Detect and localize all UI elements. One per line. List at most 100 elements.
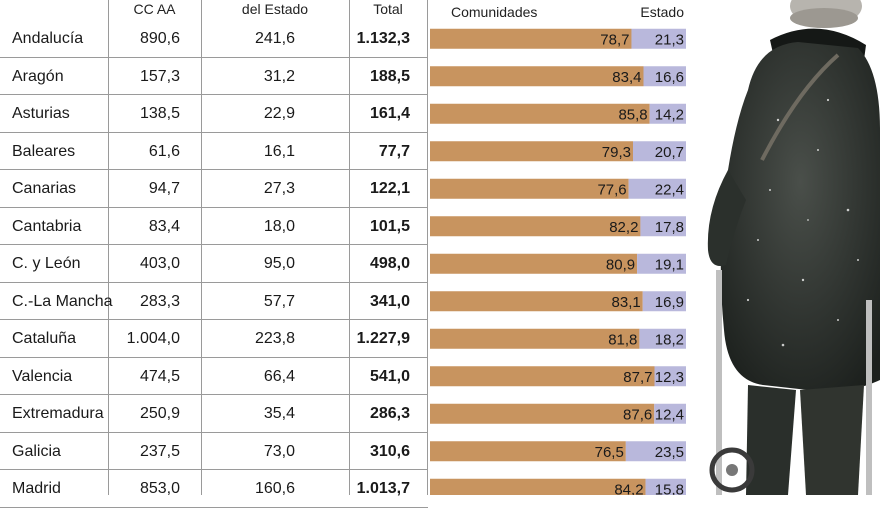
total-value: 1.013,7 <box>356 480 410 497</box>
bar-estado <box>639 328 686 349</box>
ccaa-value: 853,0 <box>139 480 180 497</box>
ccaa-value: 157,3 <box>139 67 180 85</box>
total-value: 1.227,9 <box>356 330 410 347</box>
bar-estado <box>628 178 686 199</box>
ccaa-value: 283,3 <box>139 292 180 310</box>
total-value: 188,5 <box>369 67 410 85</box>
bar-comunidades <box>430 291 643 312</box>
region-name: Andalucía <box>12 30 84 47</box>
ccaa-value: 83,4 <box>148 217 180 235</box>
label-comunidades: 77,6 <box>597 181 626 198</box>
region-name: Galicia <box>12 442 61 460</box>
label-estado: 20,7 <box>655 144 684 161</box>
row-separator <box>0 506 428 508</box>
table-row: Valencia 474,5 66,4 541,0 <box>0 358 428 395</box>
estado-value: 95,0 <box>263 255 295 272</box>
estado-value: 241,6 <box>254 30 295 47</box>
label-comunidades: 84,2 <box>614 481 643 495</box>
estado-value: 66,4 <box>263 367 295 385</box>
stacked-bar-chart: Comunidades Estado 78,7 21,3 83,4 16,6 85,8 1… <box>428 0 688 495</box>
estado-value: 27,3 <box>263 180 295 197</box>
table-row: C.-La Mancha 283,3 57,7 341,0 <box>0 283 428 320</box>
row-separator <box>0 94 428 95</box>
label-estado: 22,4 <box>655 181 684 198</box>
bar-comunidades <box>430 403 655 424</box>
table-row: Aragón 157,3 31,2 188,5 <box>0 58 428 95</box>
estado-value: 35,4 <box>263 405 295 422</box>
row-separator <box>0 356 428 358</box>
table-row: Canarias 94,7 27,3 122,1 <box>0 170 428 208</box>
bar-estado <box>625 441 686 462</box>
header-total: Total <box>373 1 403 17</box>
bar-comunidades <box>430 216 641 237</box>
ccaa-value: 250,9 <box>139 405 180 422</box>
row-separator <box>0 206 428 208</box>
bar-comunidades <box>430 141 634 162</box>
table-row: Baleares 61,6 16,1 77,7 <box>0 133 428 170</box>
label-comunidades: 87,7 <box>623 369 652 386</box>
label-comunidades: 87,6 <box>623 406 652 423</box>
label-estado: 16,6 <box>655 69 684 86</box>
region-name: Cataluña <box>12 330 77 347</box>
label-comunidades: 80,9 <box>606 256 635 273</box>
ccaa-value: 237,5 <box>139 442 180 460</box>
total-value: 77,7 <box>378 142 410 160</box>
label-estado: 16,9 <box>655 294 684 311</box>
ccaa-value: 890,6 <box>139 30 180 47</box>
total-value: 541,0 <box>369 367 410 385</box>
row-separator <box>0 281 428 283</box>
ccaa-value: 403,0 <box>139 255 180 272</box>
estado-value: 18,0 <box>263 217 295 235</box>
bar-estado <box>642 291 686 312</box>
total-value: 122,1 <box>369 180 410 197</box>
total-value: 498,0 <box>369 255 410 272</box>
bar-comunidades <box>430 178 629 199</box>
column-divider <box>108 0 109 495</box>
table-row: Cantabria 83,4 18,0 101,5 <box>0 208 428 245</box>
bar-comunidades <box>430 328 640 349</box>
ccaa-value: 474,5 <box>139 367 180 385</box>
estado-value: 31,2 <box>263 67 295 85</box>
ccaa-value: 94,7 <box>148 180 180 197</box>
total-value: 310,6 <box>369 442 410 460</box>
table-row: C. y León 403,0 95,0 498,0 <box>0 245 428 283</box>
region-name: C. y León <box>12 255 81 272</box>
estado-value: 73,0 <box>263 442 295 460</box>
bars-svg: 78,7 21,3 83,4 16,6 85,8 14,2 79,3 20,7 77,6 22,4… <box>430 28 686 495</box>
header-ccaa: CC AA <box>133 1 176 17</box>
total-value: 341,0 <box>369 292 410 310</box>
estado-value: 223,8 <box>254 330 295 347</box>
label-comunidades: 85,8 <box>618 106 647 123</box>
label-comunidades: 83,4 <box>612 69 641 86</box>
bar-estado <box>633 141 686 162</box>
label-estado: 12,3 <box>655 369 684 386</box>
ccaa-value: 138,5 <box>139 105 180 122</box>
region-name: Aragón <box>12 67 64 85</box>
label-comunidades: 78,7 <box>600 31 629 48</box>
ccaa-value: 61,6 <box>148 142 180 160</box>
label-estado: 21,3 <box>655 31 684 48</box>
table-row: Andalucía 890,6 241,6 1.132,3 <box>0 20 428 58</box>
table-row: Madrid 853,0 160,6 1.013,7 <box>0 470 428 508</box>
label-estado: 14,2 <box>655 106 684 123</box>
table-row: Extremadura 250,9 35,4 286,3 <box>0 395 428 433</box>
label-estado: 17,8 <box>655 219 684 236</box>
ccaa-value: 1.004,0 <box>126 330 180 347</box>
bar-comunidades <box>430 103 650 124</box>
region-name: Madrid <box>12 480 61 497</box>
label-estado: 18,2 <box>655 331 684 348</box>
table-row: Asturias 138,5 22,9 161,4 <box>0 95 428 133</box>
region-name: C.-La Mancha <box>12 292 113 310</box>
bar-comunidades <box>430 441 626 462</box>
row-separator <box>0 131 428 133</box>
label-comunidades: 79,3 <box>602 144 631 161</box>
column-divider <box>427 0 428 495</box>
region-name: Valencia <box>12 367 73 385</box>
bar-comunidades <box>430 28 632 49</box>
estado-value: 160,6 <box>254 480 295 497</box>
total-value: 161,4 <box>369 105 410 122</box>
label-estado: 12,4 <box>655 406 684 423</box>
region-name: Baleares <box>12 142 76 160</box>
label-comunidades: 82,2 <box>609 219 638 236</box>
region-name: Canarias <box>12 180 77 197</box>
